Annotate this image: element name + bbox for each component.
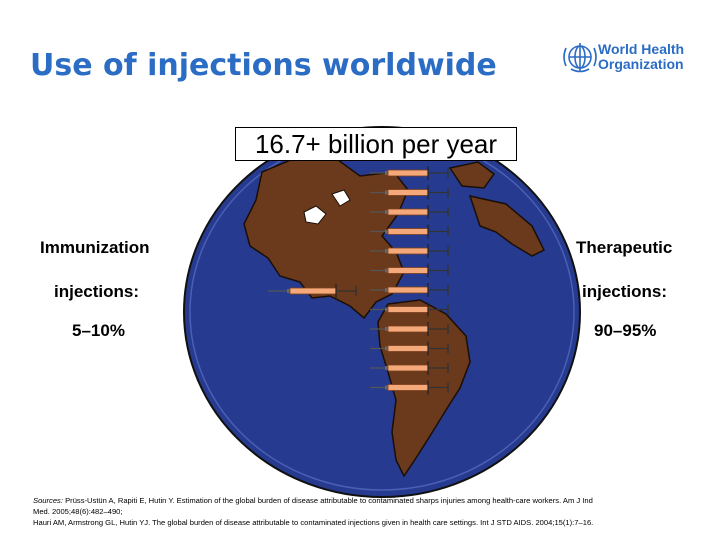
landmass-greenland xyxy=(448,161,496,189)
syringe-stack-9 xyxy=(370,322,449,336)
right-label-line1: Therapeutic xyxy=(576,238,673,257)
slide-title: Use of injections worldwide xyxy=(30,48,497,83)
syringe-stack-4 xyxy=(370,224,449,239)
who-logo-line2: Organization xyxy=(598,56,684,72)
who-logo-line1: World Health xyxy=(598,41,685,57)
syringe-stack-6 xyxy=(370,263,449,278)
sources-footnote: Sources: Prüss-Ustün A, Rapiti E, Hutin … xyxy=(33,496,693,528)
headline-box: 16.7+ billion per year xyxy=(235,127,517,161)
who-emblem-icon xyxy=(563,43,597,73)
syringe-stack-2 xyxy=(370,185,449,200)
syringe-stack-1 xyxy=(370,166,449,180)
left-label-line2: injections: xyxy=(54,282,140,301)
right-label-line2: injections: xyxy=(582,282,668,301)
left-label-line1: Immunization xyxy=(40,238,150,257)
left-label-value: 5–10% xyxy=(72,321,125,340)
right-label-value: 90–95% xyxy=(594,321,657,340)
sources-line1: Prüss-Ustün A, Rapiti E, Hutin Y. Estima… xyxy=(65,496,593,505)
syringe-stack-5 xyxy=(370,244,449,258)
syringe-stack-3 xyxy=(370,205,449,219)
syringe-stack-12 xyxy=(370,380,449,395)
syringe-stack-7 xyxy=(370,283,449,297)
syringe-stack-8 xyxy=(370,302,449,317)
landmass-east xyxy=(468,194,546,257)
sources-line3: Hauri AM, Armstrong GL, Hutin YJ. The gl… xyxy=(33,517,594,527)
syringe-stack-10 xyxy=(370,341,449,356)
who-logo-text: World Health Organization xyxy=(598,42,684,72)
syringe-stack-11 xyxy=(370,361,449,375)
syringe-side xyxy=(268,284,357,298)
sources-line2: Med. 2005;48(6):482–490; xyxy=(33,506,123,516)
sources-label: Sources: xyxy=(33,496,63,505)
